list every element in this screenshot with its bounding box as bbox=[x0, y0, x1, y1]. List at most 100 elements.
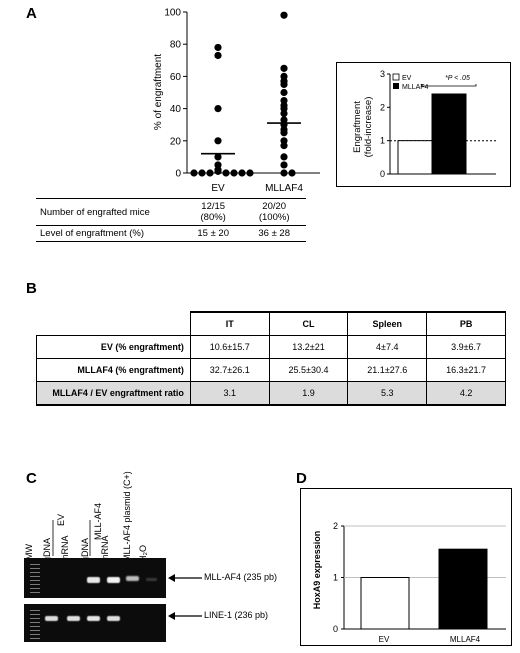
band-mllaf4-gdna bbox=[87, 577, 100, 583]
scatter-point bbox=[280, 129, 288, 137]
d-x-label-mllaf4: MLLAF4 bbox=[450, 635, 481, 644]
scatter-y-tick-label: 80 bbox=[170, 40, 182, 51]
inset-y-tick-label: 1 bbox=[380, 136, 385, 146]
stats-cell-mllaf4: 36 ± 28 bbox=[242, 225, 306, 242]
band-line1 bbox=[67, 616, 80, 621]
gel-bottom-image bbox=[24, 604, 166, 642]
engraftment-scatter-chart: % of engraftment 0 20 40 60 80 100 EV MLLAF4 bbox=[153, 8, 320, 194]
scatter-point bbox=[280, 142, 288, 150]
table-cell: 3.1 bbox=[189, 381, 270, 406]
d-y-axis-label: HoxA9 expression bbox=[312, 531, 322, 610]
table-cell: 16.3±21.7 bbox=[426, 358, 506, 382]
arrow-head-line1 bbox=[168, 612, 175, 620]
scatter-y-tick-label: 60 bbox=[170, 72, 182, 83]
stats-cell-ev: 12/15 (80%) bbox=[184, 198, 243, 226]
scatter-y-tick-label: 40 bbox=[170, 104, 182, 115]
band-label-mllaf4: MLL-AF4 (235 pb) bbox=[204, 572, 278, 582]
scatter-y-tick-label: 100 bbox=[164, 8, 181, 19]
d-y-tick-label: 2 bbox=[333, 521, 338, 531]
inset-y-tick-label: 2 bbox=[380, 102, 385, 112]
scatter-point bbox=[280, 88, 288, 97]
table-header-row: IT CL Spleen PB bbox=[36, 311, 506, 336]
scatter-point bbox=[246, 169, 254, 177]
inset-bar bbox=[397, 140, 433, 175]
band-mllaf4-mrna bbox=[107, 577, 120, 583]
band-line1 bbox=[87, 616, 100, 621]
significance-bracket bbox=[421, 84, 477, 87]
inset-y-tick-label: 0 bbox=[380, 169, 385, 179]
row-header: MLLAF4 (% engraftment) bbox=[36, 358, 191, 382]
col-header: IT bbox=[189, 311, 270, 336]
lane-group-brackets bbox=[52, 520, 91, 556]
row-header: MLLAF4 / EV engraftment ratio bbox=[36, 381, 191, 406]
panel-d-frame bbox=[300, 488, 512, 646]
d-x-label-ev: EV bbox=[379, 635, 390, 644]
stats-row-label: Level of engraftment (%) bbox=[36, 225, 184, 242]
inset-bar bbox=[431, 93, 467, 175]
scatter-point bbox=[214, 137, 222, 145]
scatter-point bbox=[280, 80, 288, 89]
legend-label-ev: EV bbox=[402, 75, 412, 82]
table-cell: 32.7±26.1 bbox=[189, 358, 270, 382]
scatter-y-axis-label: % of engraftment bbox=[153, 54, 164, 130]
table-cell: 25.5±30.4 bbox=[268, 358, 349, 382]
fold-increase-bar-chart: Engraftment (fold-increase) 0 1 2 3 EV MLLA… bbox=[336, 62, 511, 187]
table-row: Level of engraftment (%) 15 ± 20 36 ± 28 bbox=[36, 225, 306, 242]
table-cell: 3.9±6.7 bbox=[426, 335, 506, 359]
scatter-point bbox=[280, 109, 288, 118]
band-line1 bbox=[45, 616, 58, 621]
table-cell: 10.6±15.7 bbox=[189, 335, 270, 359]
hoxa9-bar-chart: HoxA9 expression 0 1 2 EV MLLAF4 bbox=[300, 488, 512, 646]
scatter-point bbox=[280, 153, 288, 161]
band-line1 bbox=[107, 616, 120, 621]
scatter-point bbox=[280, 161, 288, 169]
d-y-tick-label: 1 bbox=[333, 573, 338, 583]
inset-y-tick-label: 3 bbox=[380, 69, 385, 79]
arrow-head-mllaf4 bbox=[168, 574, 175, 582]
table-cell: 21.1±27.6 bbox=[347, 358, 428, 382]
panel-a-letter: A bbox=[26, 5, 37, 22]
panel-b-letter: B bbox=[26, 280, 37, 297]
table-row: MLLAF4 / EV engraftment ratio 3.1 1.9 5.… bbox=[36, 381, 506, 406]
scatter-point bbox=[206, 169, 214, 177]
band-water bbox=[146, 578, 157, 581]
legend-label-mllaf4: MLLAF4 bbox=[402, 84, 429, 91]
scatter-point bbox=[214, 167, 222, 175]
scatter-point bbox=[214, 51, 222, 60]
scatter-point bbox=[230, 169, 238, 177]
col-header: CL bbox=[268, 311, 349, 336]
scatter-point bbox=[214, 105, 222, 113]
significance-annotation: *P < .05 bbox=[445, 75, 470, 82]
inset-frame bbox=[336, 62, 511, 187]
engraftment-stats-table: Number of engrafted mice 12/15 (80%) 20/… bbox=[36, 198, 306, 242]
scatter-point bbox=[280, 169, 288, 177]
scatter-point bbox=[288, 169, 296, 177]
stats-cell-mllaf4: 20/20 (100%) bbox=[242, 198, 306, 226]
band-arrows bbox=[168, 574, 202, 620]
marker-ladder bbox=[30, 561, 40, 595]
table-row: EV (% engraftment) 10.6±15.7 13.2±21 4±7… bbox=[36, 335, 506, 359]
table-cell: 1.9 bbox=[268, 381, 349, 406]
d-bar bbox=[360, 577, 410, 630]
band-plasmid bbox=[126, 576, 139, 581]
table-row: Number of engrafted mice 12/15 (80%) 20/… bbox=[36, 198, 306, 226]
marker-ladder bbox=[30, 607, 40, 639]
scatter-y-tick-label: 0 bbox=[175, 169, 181, 180]
legend-swatch-mllaf4 bbox=[393, 83, 399, 89]
legend-swatch-ev bbox=[392, 73, 400, 81]
panel-d-letter: D bbox=[296, 470, 307, 487]
table-row: MLLAF4 (% engraftment) 32.7±26.1 25.5±30… bbox=[36, 358, 506, 382]
scatter-y-tick-label: 20 bbox=[170, 136, 182, 147]
table-corner bbox=[36, 312, 191, 336]
scatter-point bbox=[198, 169, 206, 177]
table-cell: 4.2 bbox=[426, 381, 506, 406]
gel-top-image bbox=[24, 558, 166, 598]
table-cell: 4±7.4 bbox=[347, 335, 428, 359]
band-label-line1: LINE-1 (236 pb) bbox=[204, 610, 269, 620]
scatter-point bbox=[190, 169, 198, 177]
scatter-point bbox=[214, 153, 222, 161]
scatter-point bbox=[238, 169, 246, 177]
scatter-point bbox=[280, 11, 288, 19]
stats-cell-ev: 15 ± 20 bbox=[184, 225, 243, 242]
inset-y-axis-label-line1: Engraftment bbox=[352, 101, 363, 153]
